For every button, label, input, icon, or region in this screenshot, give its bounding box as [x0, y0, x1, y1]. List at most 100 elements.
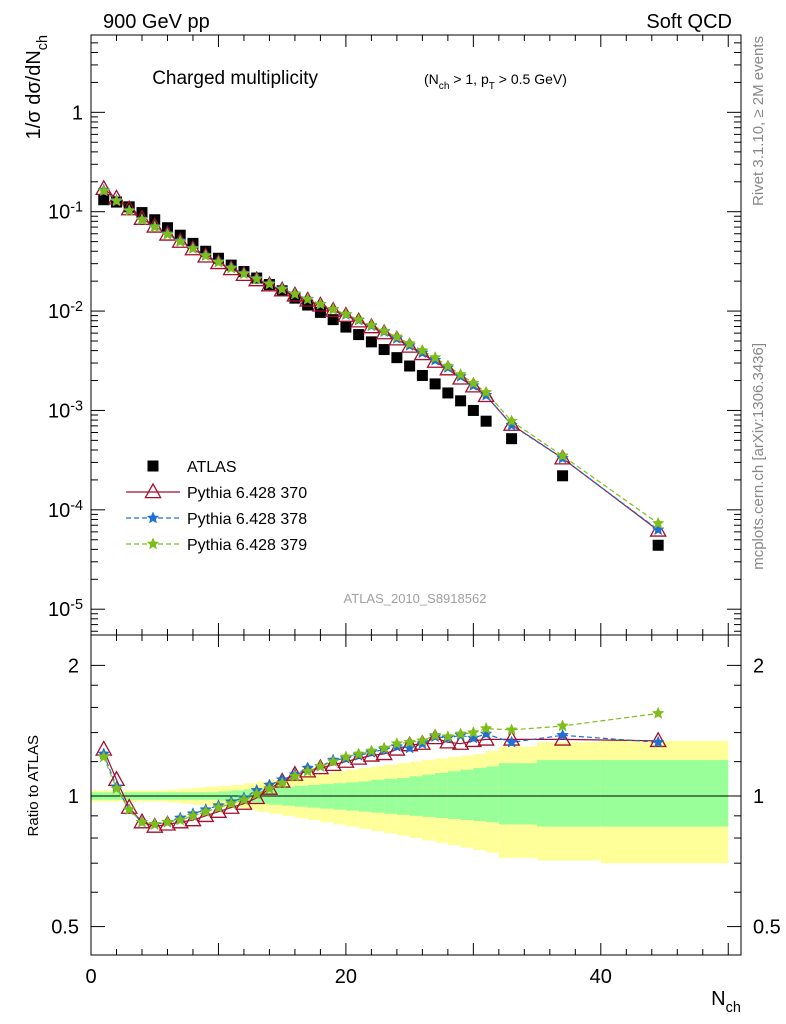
ratio-band-inner [358, 781, 372, 812]
side-label-top: Rivet 3.1.10, ≥ 2M events [750, 36, 767, 206]
ratio-point-pythia-6-428-378 [651, 735, 665, 748]
main-point-pythia-6-428-379 [122, 204, 136, 217]
main-y-tick-label: 10-3 [48, 398, 83, 422]
main-point-pythia-6-428-379 [301, 292, 314, 305]
ratio-point-pythia-6-428-370 [649, 731, 667, 748]
main-point-pythia-6-428-379 [467, 376, 480, 389]
ratio-point-pythia-6-428-379 [122, 803, 136, 816]
main-point-pythia-6-428-379 [148, 220, 162, 233]
legend-marker-pythia-6-428-378 [146, 511, 160, 524]
ratio-point-pythia-6-428-379 [97, 750, 111, 763]
main-y-tick-label: 10-5 [48, 597, 83, 621]
ratio-band-inner [473, 768, 487, 822]
main-point-pythia-6-428-370 [375, 323, 393, 340]
main-point-pythia-6-428-379 [339, 307, 353, 320]
ratio-y-tick-label-right: 2 [753, 655, 764, 677]
main-point-atlas [391, 352, 403, 364]
ratio-point-pythia-6-428-379 [275, 776, 289, 789]
ratio-point-pythia-6-428-370 [464, 731, 483, 748]
ratio-point-pythia-6-428-370 [337, 752, 355, 768]
ratio-point-pythia-6-428-370 [349, 749, 368, 765]
main-point-pythia-6-428-378 [651, 523, 665, 536]
ratio-point-pythia-6-428-379 [148, 817, 162, 830]
main-y-tick-label: 10-2 [48, 299, 83, 323]
main-point-pythia-6-428-379 [454, 367, 467, 380]
ratio-point-pythia-6-428-370 [311, 758, 330, 775]
main-point-atlas [429, 378, 441, 390]
main-point-pythia-6-428-370 [439, 359, 457, 376]
main-point-pythia-6-428-379 [173, 234, 187, 247]
ratio-x-tick-label: 0 [85, 966, 96, 988]
ratio-point-pythia-6-428-379 [314, 759, 327, 772]
legend: ATLAS Pythia 6.428 370 Pythia 6.428 378 Pyt… [126, 459, 307, 554]
main-point-atlas [467, 404, 479, 416]
ratio-band-inner [600, 760, 729, 827]
ratio-point-pythia-6-428-379 [556, 719, 569, 732]
legend-label-pythia-6-428-378: Pythia 6.428 378 [187, 511, 307, 528]
main-point-pythia-6-428-379 [263, 277, 276, 290]
ratio-point-pythia-6-428-379 [505, 723, 518, 736]
main-point-pythia-6-428-379 [326, 302, 340, 315]
ratio-y-tick-label-right: 0.5 [753, 917, 781, 939]
ratio-point-pythia-6-428-379 [224, 797, 238, 810]
ratio-band-inner [447, 771, 461, 820]
ratio-band-inner [537, 760, 601, 827]
ratio-point-pythia-6-428-379 [390, 737, 404, 750]
main-point-pythia-6-428-379 [224, 261, 238, 274]
legend-marker-atlas [147, 460, 159, 472]
ratio-band-inner [460, 769, 474, 821]
main-point-pythia-6-428-378 [505, 418, 518, 431]
ratio-point-pythia-6-428-379 [288, 769, 302, 782]
ratio-point-pythia-6-428-379 [428, 728, 442, 741]
main-point-pythia-6-428-379 [556, 449, 569, 462]
main-point-pythia-6-428-379 [250, 272, 264, 285]
main-point-atlas [353, 329, 365, 341]
ratio-point-pythia-6-428-379 [651, 706, 665, 719]
main-point-atlas [327, 314, 339, 326]
ratio-band-inner [486, 766, 499, 823]
ratio-point-pythia-6-428-370 [120, 798, 138, 814]
ratio-x-tick-label: 20 [335, 966, 357, 988]
ratio-point-pythia-6-428-370 [477, 730, 495, 746]
ratio-y-axis-label: Ratio to ATLAS [25, 735, 42, 836]
ratio-band-inner [435, 772, 448, 818]
main-point-pythia-6-428-370 [95, 179, 113, 196]
ratio-panel: 0 20 40 0.5 0.5 1 1 2 2 Ratio to ATLAS Nch [25, 634, 781, 1016]
ratio-band-inner [345, 782, 359, 811]
ratio-point-pythia-6-428-379 [250, 787, 264, 800]
ratio-point-pythia-6-428-379 [110, 781, 123, 794]
main-y-axis-label: 1/σ dσ/dNch [23, 35, 51, 139]
ratio-y-tick-label: 0.5 [51, 917, 79, 939]
legend-label-atlas: ATLAS [187, 459, 237, 476]
legend-marker-pythia-6-428-379 [146, 537, 160, 550]
ratio-point-pythia-6-428-370 [247, 788, 266, 805]
main-point-pythia-6-428-379 [97, 184, 111, 197]
main-point-atlas [289, 292, 301, 304]
main-point-pythia-6-428-379 [161, 227, 174, 240]
legend-marker-pythia-6-428-370 [144, 482, 162, 499]
ratio-y-tick-label: 1 [68, 786, 79, 808]
ratio-point-pythia-6-428-378 [479, 727, 493, 740]
ratio-point-pythia-6-428-370 [235, 794, 253, 810]
main-point-atlas [314, 306, 326, 318]
main-point-pythia-6-428-379 [479, 385, 493, 398]
main-point-pythia-6-428-379 [110, 194, 123, 207]
main-point-atlas [557, 470, 569, 482]
main-point-atlas [442, 387, 454, 399]
ratio-point-pythia-6-428-370 [362, 746, 381, 762]
main-point-pythia-6-428-379 [428, 350, 442, 364]
ratio-y-tick-label-right: 1 [753, 786, 764, 808]
main-point-pythia-6-428-379 [390, 330, 404, 343]
main-point-pythia-6-428-370 [120, 199, 138, 216]
analysis-id: ATLAS_2010_S8918562 [344, 591, 487, 606]
ratio-point-pythia-6-428-370 [553, 730, 572, 746]
main-point-pythia-6-428-379 [199, 249, 213, 262]
main-point-pythia-6-428-370 [451, 369, 470, 385]
ratio-y-tick-label: 2 [68, 655, 79, 677]
main-point-pythia-6-428-379 [505, 414, 518, 427]
ratio-point-pythia-6-428-379 [352, 747, 365, 760]
ratio-point-pythia-6-428-370 [171, 812, 189, 829]
main-point-atlas [136, 207, 148, 219]
main-point-pythia-6-428-379 [416, 343, 429, 357]
main-point-atlas [302, 299, 314, 311]
